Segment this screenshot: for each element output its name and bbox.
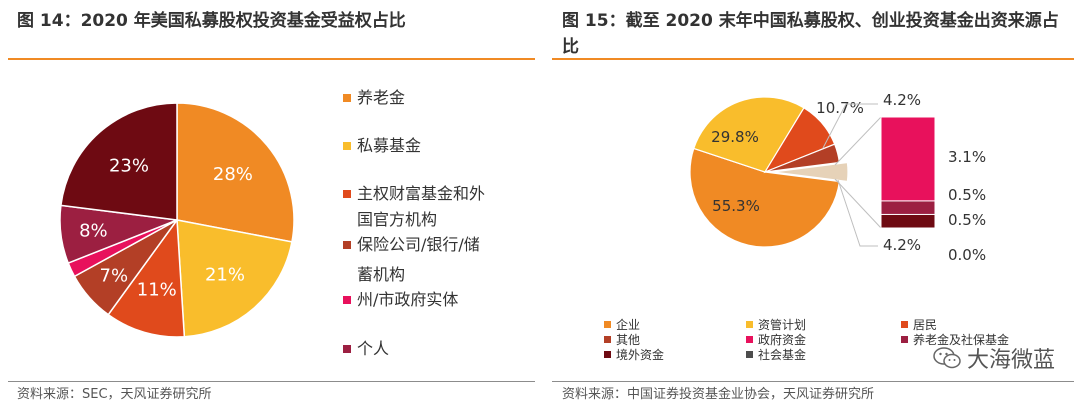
pie-slice	[60, 102, 178, 221]
legend-label: 居民	[913, 318, 938, 332]
connector-line	[834, 178, 882, 229]
figure-15-source: 资料来源：中国证券投资基金业协会，天风证券研究所	[562, 387, 875, 402]
figure-15-title: 图 15：截至 2020 末年中国私募股权、创业投资基金出资来源占比	[562, 11, 1059, 57]
legend-label: 养老金	[357, 88, 406, 107]
bar-segment	[880, 213, 936, 229]
bar-label: 0.5%	[948, 186, 986, 204]
slice-label: 28%	[213, 164, 253, 185]
legend-swatch	[343, 190, 351, 198]
legend-label: 社会基金	[758, 348, 807, 362]
legend-swatch	[343, 241, 351, 249]
legend-swatch	[343, 142, 351, 150]
legend-label: 国官方机构	[357, 210, 438, 229]
pie-slice	[176, 219, 293, 338]
bar-segment	[880, 200, 936, 215]
legend-label: 保险公司/银行/储	[357, 235, 480, 254]
slice-label: 21%	[205, 264, 245, 285]
leader-line	[837, 179, 878, 247]
legend-label: 企业	[616, 318, 641, 332]
connector-line	[834, 116, 882, 166]
title-divider	[8, 58, 535, 60]
legend-swatch	[604, 351, 611, 358]
slice-label: 29.8%	[711, 128, 759, 146]
legend-swatch	[746, 336, 753, 343]
source-divider	[8, 381, 535, 382]
pie-slice	[764, 143, 841, 173]
legend-swatch	[604, 321, 611, 328]
pie-slice	[689, 147, 841, 248]
pie-slice	[176, 102, 295, 243]
legend-swatch	[343, 94, 351, 102]
pie-slice	[693, 96, 805, 173]
legend-label: 其他	[616, 333, 641, 347]
pie-of-bar-chart-15: 55.3% 29.8% 10.7% 4.2% 4.2% 3.1% 0.5% 0.5% 0.0%	[689, 91, 986, 264]
legend-label: 州/市政府实体	[357, 290, 459, 309]
legend-label: 境外资金	[616, 348, 665, 362]
legend-swatch	[604, 336, 611, 343]
bar-label: 3.1%	[948, 148, 986, 166]
legend-label: 政府资金	[758, 333, 807, 347]
title-divider	[552, 58, 1074, 60]
source-divider	[552, 381, 1074, 382]
slice-label: 4.2%	[883, 236, 921, 254]
legend-label: 个人	[357, 339, 390, 358]
figure-15-panel: 图 15：截至 2020 末年中国私募股权、创业投资基金出资来源占比 55.3%…	[548, 0, 1080, 412]
slice-label: 10.7%	[816, 99, 864, 117]
slice-label: 11%	[137, 280, 177, 301]
slice-label: 7%	[100, 266, 129, 287]
bar-label: 0.0%	[948, 246, 986, 264]
watermark-text: 大海微蓝	[966, 348, 1055, 373]
watermark: 大海微蓝	[933, 342, 1055, 374]
wechat-icon	[933, 347, 961, 369]
legend-swatch	[746, 351, 753, 358]
legend-label: 资管计划	[758, 318, 807, 332]
legend-label: 主权财富基金和外	[357, 184, 486, 203]
pie-slice	[107, 217, 186, 338]
pie-slice	[772, 161, 849, 183]
legend-swatch	[746, 321, 753, 328]
legend-swatch	[343, 296, 351, 304]
slice-label: 23%	[109, 156, 149, 177]
slice-label: 55.3%	[712, 197, 760, 215]
leader-line	[822, 103, 878, 149]
bar-label: 0.5%	[948, 211, 986, 229]
slice-label: 8%	[79, 221, 108, 242]
figure-14-panel: 图 14：2020 年美国私募股权投资基金受益权占比 28% 21% 11% 7% 8%…	[8, 11, 535, 402]
figure-14-source: 资料来源：SEC，天风证券研究所	[17, 387, 212, 402]
pie-chart-14: 28% 21% 11% 7% 8% 23%	[59, 102, 295, 338]
legend-swatch	[343, 345, 351, 353]
bar-segment	[880, 116, 936, 202]
slice-label: 4.2%	[883, 91, 921, 109]
legend-swatch	[901, 336, 908, 343]
figure-14-title: 图 14：2020 年美国私募股权投资基金受益权占比	[17, 11, 406, 31]
legend-swatch	[901, 321, 908, 328]
legend-label: 蓄机构	[357, 265, 406, 284]
legend-label: 养老金及社保基金	[913, 333, 1010, 347]
legend-label: 私募基金	[357, 136, 422, 155]
